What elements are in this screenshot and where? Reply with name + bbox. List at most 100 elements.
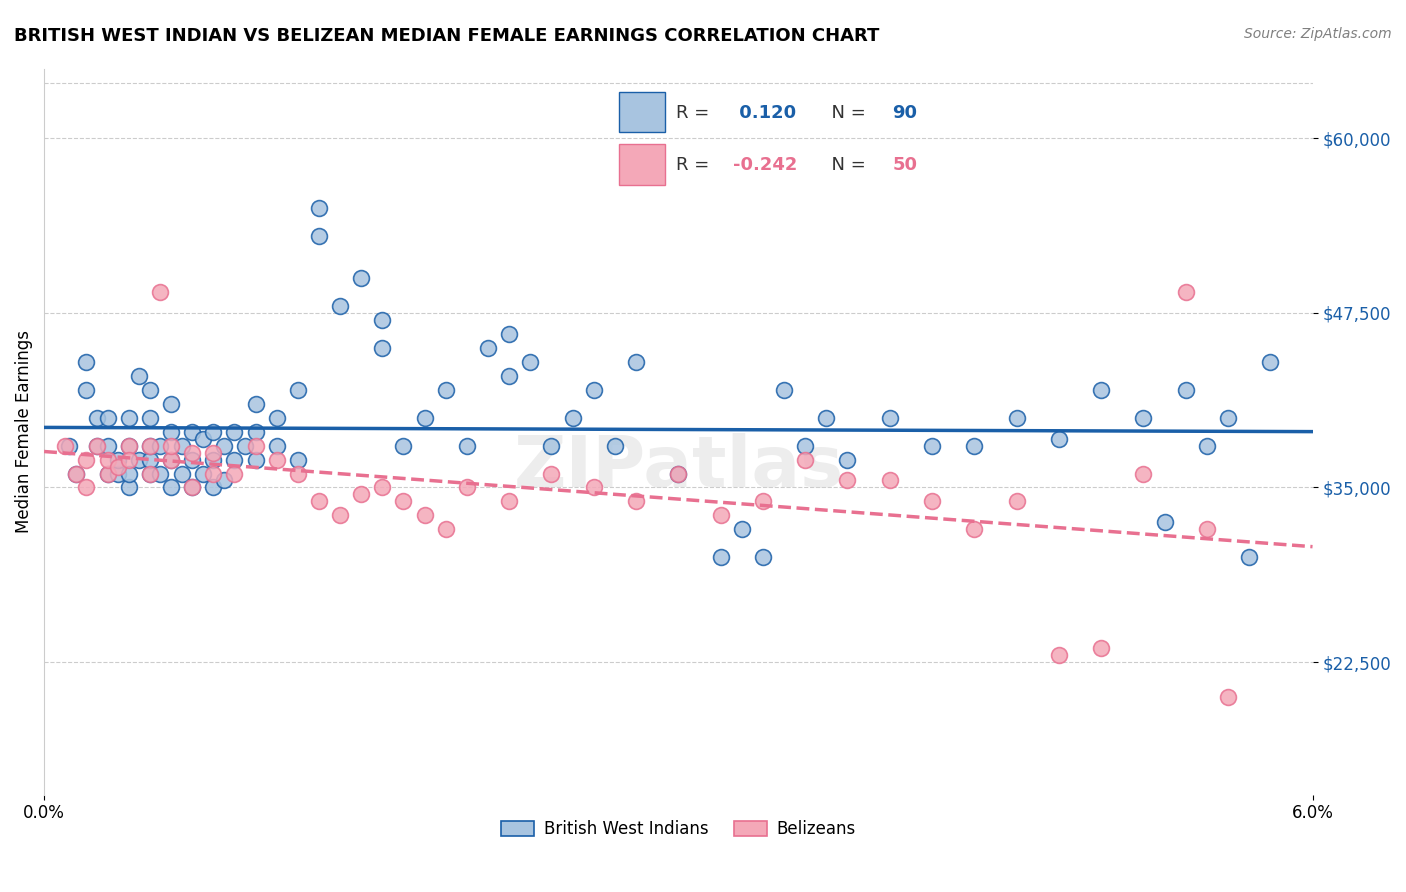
Point	[731, 522, 754, 536]
Point	[434, 383, 457, 397]
Point	[212, 474, 235, 488]
Point	[181, 425, 204, 439]
Point	[1047, 648, 1070, 662]
Point	[224, 467, 246, 481]
Text: Source: ZipAtlas.com: Source: ZipAtlas.com	[1244, 27, 1392, 41]
Point	[498, 368, 520, 383]
Point	[160, 480, 183, 494]
Point	[245, 452, 267, 467]
Point	[53, 439, 76, 453]
Point	[1153, 516, 1175, 530]
Point	[773, 383, 796, 397]
Point	[107, 452, 129, 467]
Point	[456, 480, 478, 494]
Point	[1132, 410, 1154, 425]
Point	[837, 474, 859, 488]
Point	[128, 452, 150, 467]
Point	[245, 425, 267, 439]
Point	[287, 467, 309, 481]
Point	[149, 439, 172, 453]
Point	[139, 467, 162, 481]
FancyBboxPatch shape	[619, 92, 665, 132]
Point	[191, 432, 214, 446]
Point	[752, 494, 775, 508]
Point	[329, 299, 352, 313]
Point	[107, 459, 129, 474]
Point	[212, 439, 235, 453]
Point	[160, 425, 183, 439]
Point	[879, 410, 901, 425]
Point	[308, 494, 330, 508]
Text: 90: 90	[893, 103, 918, 121]
Point	[287, 452, 309, 467]
Point	[181, 480, 204, 494]
Point	[1090, 641, 1112, 656]
Point	[139, 410, 162, 425]
Text: ZIPatlas: ZIPatlas	[513, 434, 844, 502]
Point	[202, 445, 225, 459]
Text: N =: N =	[821, 103, 872, 121]
Point	[1174, 383, 1197, 397]
Point	[96, 439, 118, 453]
Point	[1132, 467, 1154, 481]
Text: R =: R =	[676, 103, 716, 121]
Point	[710, 550, 733, 565]
FancyBboxPatch shape	[619, 144, 665, 185]
Point	[139, 439, 162, 453]
Text: -0.242: -0.242	[733, 156, 797, 174]
Point	[224, 452, 246, 467]
Point	[1005, 410, 1028, 425]
Point	[329, 508, 352, 523]
Point	[266, 452, 288, 467]
Point	[75, 452, 97, 467]
Point	[139, 383, 162, 397]
Point	[1216, 690, 1239, 704]
Point	[170, 439, 193, 453]
Point	[86, 439, 108, 453]
Text: 50: 50	[893, 156, 918, 174]
Point	[666, 467, 689, 481]
Point	[1090, 383, 1112, 397]
Point	[58, 439, 80, 453]
Point	[540, 439, 562, 453]
Point	[181, 480, 204, 494]
Point	[245, 397, 267, 411]
Point	[160, 452, 183, 467]
Point	[75, 383, 97, 397]
Point	[350, 487, 373, 501]
Point	[86, 439, 108, 453]
Point	[434, 522, 457, 536]
Point	[837, 452, 859, 467]
Point	[561, 410, 583, 425]
Point	[392, 439, 415, 453]
Point	[75, 480, 97, 494]
Point	[149, 467, 172, 481]
Point	[456, 439, 478, 453]
Point	[118, 480, 141, 494]
Point	[118, 410, 141, 425]
Point	[794, 439, 817, 453]
Point	[963, 522, 986, 536]
Point	[921, 439, 943, 453]
Point	[477, 341, 499, 355]
Point	[540, 467, 562, 481]
Point	[350, 271, 373, 285]
Point	[139, 452, 162, 467]
Point	[498, 494, 520, 508]
Point	[128, 368, 150, 383]
Point	[160, 452, 183, 467]
Point	[181, 445, 204, 459]
Point	[710, 508, 733, 523]
Point	[582, 480, 605, 494]
Point	[96, 410, 118, 425]
Point	[413, 508, 436, 523]
Point	[170, 467, 193, 481]
Point	[498, 326, 520, 341]
Point	[392, 494, 415, 508]
Point	[202, 467, 225, 481]
Point	[118, 439, 141, 453]
Point	[233, 439, 256, 453]
Point	[921, 494, 943, 508]
Point	[118, 439, 141, 453]
Point	[371, 313, 394, 327]
